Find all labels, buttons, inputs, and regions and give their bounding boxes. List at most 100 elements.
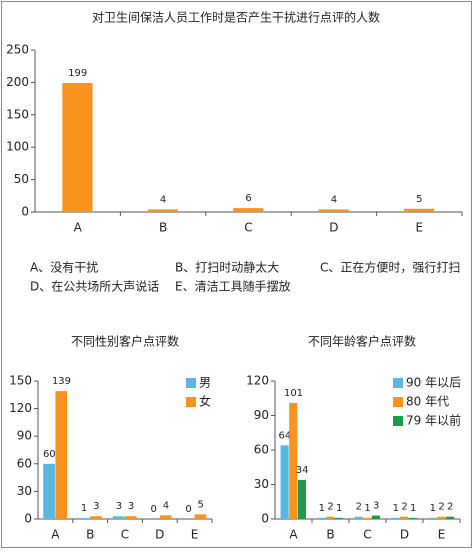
bar [428,517,437,519]
y-tick-label: 100 [6,140,29,154]
bar [297,479,306,519]
bar [62,83,93,212]
chart-title: 不同年龄客户点评数 [308,334,416,349]
value-label: 1 [364,503,370,514]
value-label: 3 [373,501,379,512]
y-tick-label: 120 [9,401,32,415]
bar [354,516,363,519]
annotation: A、没有干扰 [30,260,98,275]
x-tick-label: D [400,528,409,542]
bar [391,517,400,519]
x-tick-label: C [363,528,371,542]
y-tick-label: 60 [17,456,32,470]
y-tick-label: 0 [21,205,29,219]
value-label: 1 [336,503,342,514]
x-tick-label: A [74,221,83,235]
value-label: 1 [81,503,87,514]
value-label: 34 [296,465,309,476]
value-label: 1 [410,503,416,514]
legend-label: 男 [199,376,211,390]
x-tick-label: D [155,528,164,542]
bar [371,515,380,519]
y-tick-label: 90 [254,408,269,422]
legend-label: 80 年代 [406,395,449,409]
value-label: 5 [198,499,204,510]
value-label: 3 [116,501,122,512]
bar [280,445,289,519]
bar [318,209,349,212]
bar [43,463,55,519]
bar [90,516,102,519]
bar [78,518,90,519]
value-label: 3 [128,501,134,512]
y-tick-label: 250 [6,43,29,57]
value-label: 4 [331,194,337,205]
chart-title: 对卫生间保洁人员工作时是否产生干扰进行点评的人数 [92,10,380,25]
x-tick-label: B [86,528,94,542]
bar [147,209,178,212]
bar [233,208,264,212]
value-label: 2 [438,502,444,513]
value-label: 2 [356,502,362,513]
y-tick-label: 120 [246,374,269,388]
bar [334,517,343,519]
legend-label: 79 年以前 [406,413,461,428]
y-tick-label: 200 [6,75,29,89]
legend-swatch [393,416,403,426]
y-tick-label: 30 [254,477,269,491]
y-tick-label: 150 [9,374,32,388]
annotation: E、清洁工具随手摆放 [175,279,291,294]
annotation: C、正在方便时，强行打扫 [320,260,460,275]
value-label: 1 [393,503,399,514]
annotation: B、打扫时动静太大 [175,260,279,275]
value-label: 101 [284,388,303,399]
x-tick-label: D [329,221,338,235]
value-label: 0 [185,504,191,515]
bar [408,517,417,519]
bar [55,391,68,519]
x-tick-label: A [51,528,60,542]
y-tick-label: 30 [17,484,32,498]
legend-swatch [393,397,403,407]
value-label: 5 [416,194,422,205]
bar [363,517,372,519]
legend-label: 90 年以后 [406,376,461,390]
bar [194,514,207,519]
value-label: 4 [160,194,166,205]
bar [317,517,326,519]
legend-label: 女 [199,394,211,409]
y-tick-label: 90 [17,429,32,443]
legend-swatch [393,378,403,388]
bar [403,208,435,212]
bar [437,516,446,519]
value-label: 139 [52,376,71,387]
value-label: 0 [151,504,157,515]
x-tick-label: C [244,221,252,235]
value-label: 60 [43,449,56,460]
x-tick-label: E [416,221,424,235]
value-label: 6 [245,193,251,204]
x-tick-label: E [191,528,199,542]
value-label: 2 [447,502,453,513]
x-tick-label: C [121,528,129,542]
value-label: 2 [327,502,333,513]
y-tick-label: 150 [6,107,29,121]
y-tick-label: 60 [254,443,269,457]
bar [445,516,454,519]
value-label: 3 [93,501,99,512]
annotation: D、在公共场所大声说话 [30,279,159,294]
y-tick-label: 0 [24,512,32,526]
value-label: 1 [430,503,436,514]
y-tick-label: 0 [261,512,269,526]
bar [289,402,298,519]
value-label: 199 [68,68,87,79]
x-tick-label: B [326,528,334,542]
x-tick-label: E [438,528,446,542]
legend-swatch [186,397,196,407]
chart-title: 不同性别客户点评数 [71,334,179,349]
bar [159,515,172,519]
value-label: 64 [278,430,291,441]
bar [400,516,409,519]
x-tick-label: B [159,221,167,235]
